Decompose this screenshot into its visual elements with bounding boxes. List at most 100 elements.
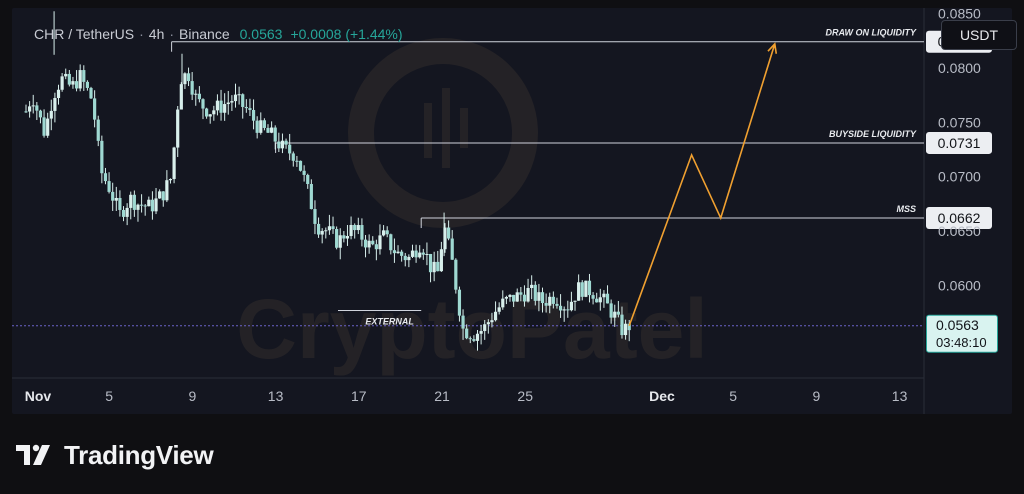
candle-body [230,101,234,103]
candle-body [49,110,53,119]
candle-body [392,250,397,254]
candle-body [533,284,537,301]
candle-body [620,314,624,336]
watermark-text: CryptoPatel [236,282,707,376]
x-tick-label: 25 [517,388,533,404]
candle-body [526,288,530,302]
candle-body [129,194,133,208]
candle-body [569,301,574,311]
x-tick-label: 21 [434,388,450,404]
interval[interactable]: 4h [148,26,165,42]
candle-body [349,224,353,237]
x-tick-label: Nov [25,388,52,404]
candle-body [342,235,346,239]
price-badge-label: 0.0731 [938,135,981,151]
candle-body [183,73,187,85]
candle-body [125,207,129,217]
x-tick-label: 17 [351,388,367,404]
candle-body [143,205,147,207]
candle-body [165,180,169,201]
candle-body [176,109,180,148]
candle-body [504,296,508,299]
candle-body [378,235,382,250]
candle-body [356,225,360,231]
candle-body [609,303,613,318]
candle-body [161,191,165,201]
candle-body [418,252,422,258]
candle-body [335,228,339,248]
candle-body [493,311,498,321]
candle-body [385,230,389,235]
candle-body [186,73,191,82]
candle-body [194,93,198,95]
candle-body [544,303,548,306]
tradingview-logo: TradingView [16,439,214,470]
candle-body [407,256,411,261]
symbol-header: CHR / TetherUS · 4h · Binance 0.0563 +0.… [34,24,403,44]
candle-body [313,209,317,224]
candle-body [154,198,158,212]
candle-body [436,261,440,272]
candle-body [150,199,155,212]
candle-body [103,173,108,182]
x-tick-label: 13 [268,388,284,404]
candle-body [100,140,104,174]
price-chart[interactable]: CryptoPatel DRAW ON LIQUIDITY0.0824BUYSI… [12,8,1012,414]
candle-body [522,294,527,302]
candle-body [78,70,82,89]
y-tick-label: 0.0650 [938,223,981,239]
candle-body [266,127,270,133]
candle-body [262,120,266,128]
candle-body [508,294,512,297]
candle-body [139,204,144,206]
candle-body [627,323,631,331]
separator: · [169,26,175,42]
exchange: Binance [179,26,230,42]
candle-body [147,199,151,207]
candle-body [215,100,220,111]
price-badge [926,131,992,154]
candle-body [468,338,472,340]
candle-body [248,108,252,110]
candle-body [85,81,90,88]
level-label: DRAW ON LIQUIDITY [826,28,917,38]
candle-body [577,282,581,301]
candle-body [566,309,570,311]
candle-body [371,240,375,245]
candle-body [497,307,501,312]
candles [24,11,631,351]
brand-name: TradingView [64,439,214,470]
candle-body [60,76,64,90]
candle-body [450,238,454,260]
candle-body [396,251,400,254]
current-price-badge-inner [927,315,997,352]
candle-body [530,284,534,289]
candle-body [241,94,245,107]
chart-panel[interactable]: CryptoPatel DRAW ON LIQUIDITY0.0824BUYSI… [12,8,1017,414]
candle-body [121,209,126,217]
candle-body [439,249,443,272]
candle-body [515,292,519,302]
candle-body [623,323,628,336]
candle-body [414,250,418,258]
x-tick-label: 9 [189,388,197,404]
projection-arrowhead [767,42,778,54]
candle-body [425,253,429,255]
candle-body [327,226,332,231]
candle-body [89,87,93,99]
candle-body [324,230,328,232]
candle-body [67,73,71,85]
watermark-candle-a [424,103,432,158]
currency-button[interactable]: USDT [941,20,1017,50]
candle-body [465,328,469,339]
candle-body [233,94,238,102]
candle-body [42,117,46,136]
candle-body [201,99,205,109]
candle-body [226,102,230,105]
candle-body [457,289,462,316]
candle-body [288,144,292,154]
candle-body [309,184,313,210]
candle-body [389,234,393,251]
candle-body [190,81,194,95]
